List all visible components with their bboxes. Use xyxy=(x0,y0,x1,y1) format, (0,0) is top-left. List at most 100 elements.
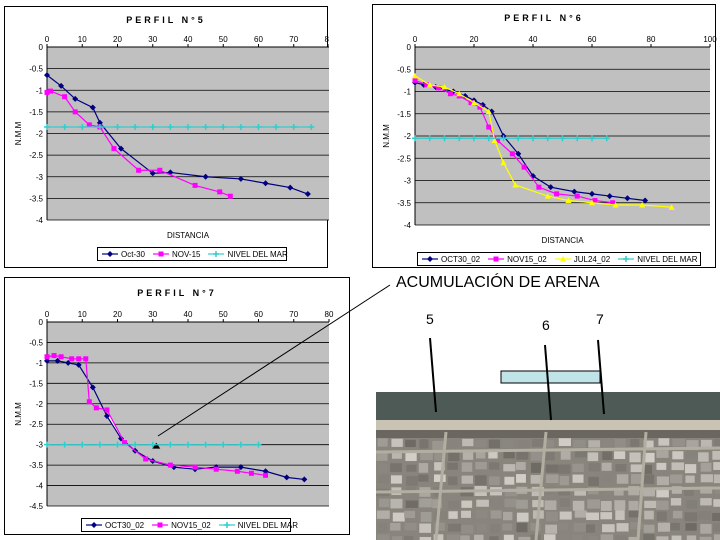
building xyxy=(545,511,558,522)
building xyxy=(558,488,571,496)
data-point xyxy=(456,135,463,142)
building xyxy=(392,536,403,540)
site-marker-6 xyxy=(544,344,552,421)
building xyxy=(502,439,514,448)
data-point xyxy=(103,413,110,420)
building xyxy=(615,510,625,520)
y-tick-label: -3.5 xyxy=(29,194,43,203)
data-point xyxy=(217,189,223,195)
data-point xyxy=(574,193,580,199)
building xyxy=(378,463,388,473)
building xyxy=(503,464,516,472)
chart-legend: OCT30_02 NOV15_02 NIVEL DEL MAR xyxy=(81,518,298,532)
data-point xyxy=(61,124,68,131)
building xyxy=(698,452,709,462)
data-point xyxy=(79,441,86,448)
data-point xyxy=(114,124,121,131)
x-axis-label: DISTANCIA xyxy=(167,231,210,240)
data-point xyxy=(202,124,209,131)
building xyxy=(602,451,613,461)
building xyxy=(434,462,445,471)
building xyxy=(600,534,614,540)
building xyxy=(376,452,388,461)
building xyxy=(488,476,500,486)
building xyxy=(404,510,416,519)
legend-item: OCT30_02 xyxy=(422,255,480,264)
building xyxy=(656,536,669,540)
data-point xyxy=(237,124,244,131)
x-tick-label: 70 xyxy=(289,35,298,44)
building xyxy=(461,500,473,508)
data-point xyxy=(213,466,219,472)
site-number-7: 7 xyxy=(596,311,604,327)
building xyxy=(630,439,640,447)
building xyxy=(404,535,414,540)
building xyxy=(530,450,544,461)
x-tick-label: 10 xyxy=(78,35,87,44)
data-point xyxy=(642,197,649,204)
building xyxy=(700,498,712,506)
data-point xyxy=(192,464,198,470)
data-point xyxy=(589,190,595,197)
data-point xyxy=(248,470,254,476)
series-markers xyxy=(44,124,315,131)
building xyxy=(405,452,417,462)
legend-marker xyxy=(427,256,433,262)
legend-label: Oct-30 xyxy=(121,249,146,259)
building xyxy=(490,524,501,534)
legend-marker xyxy=(158,251,164,257)
data-point xyxy=(69,356,75,362)
building xyxy=(419,498,432,508)
aerial-photo xyxy=(376,392,720,540)
series-markers xyxy=(412,135,610,142)
data-point xyxy=(83,356,89,362)
building xyxy=(644,510,654,520)
building xyxy=(670,474,683,484)
data-point xyxy=(167,441,174,448)
building xyxy=(588,462,601,472)
chart-title: PERFIL N°7 xyxy=(137,288,217,298)
building xyxy=(447,462,458,470)
y-tick-label: -2 xyxy=(404,132,412,141)
building xyxy=(615,463,627,472)
y-tick-label: 0 xyxy=(407,43,412,52)
building xyxy=(516,474,526,483)
data-point xyxy=(668,204,675,210)
annotation-leader-line xyxy=(157,284,391,437)
data-point xyxy=(471,135,477,142)
data-point xyxy=(220,441,227,448)
data-point xyxy=(530,135,536,142)
y-tick-label: 0 xyxy=(39,318,44,327)
series-markers xyxy=(44,441,262,448)
building xyxy=(518,439,529,450)
building xyxy=(504,498,517,508)
building xyxy=(572,534,583,540)
legend-item: NIVEL DEL MAR xyxy=(618,255,698,264)
building xyxy=(700,486,713,494)
building xyxy=(503,534,514,540)
building xyxy=(544,534,556,540)
legend-item: Oct-30 xyxy=(102,250,145,259)
data-point xyxy=(462,92,469,99)
building xyxy=(714,486,720,495)
data-point xyxy=(96,441,103,448)
building xyxy=(405,500,418,508)
building xyxy=(558,438,571,447)
building xyxy=(700,462,712,472)
legend-label: OCT30_02 xyxy=(105,520,145,530)
data-point xyxy=(62,94,68,100)
x-tick-label: 20 xyxy=(113,310,122,319)
building xyxy=(558,522,569,531)
data-point xyxy=(603,135,610,142)
highlight-strip xyxy=(500,370,601,384)
data-point xyxy=(96,124,103,131)
building xyxy=(504,476,515,485)
building xyxy=(544,440,555,448)
data-point xyxy=(132,441,139,448)
legend-marker xyxy=(91,522,97,528)
y-tick-label: -3 xyxy=(36,441,44,450)
building xyxy=(474,475,487,486)
building xyxy=(628,486,640,496)
data-point xyxy=(477,104,483,110)
building xyxy=(559,511,572,520)
